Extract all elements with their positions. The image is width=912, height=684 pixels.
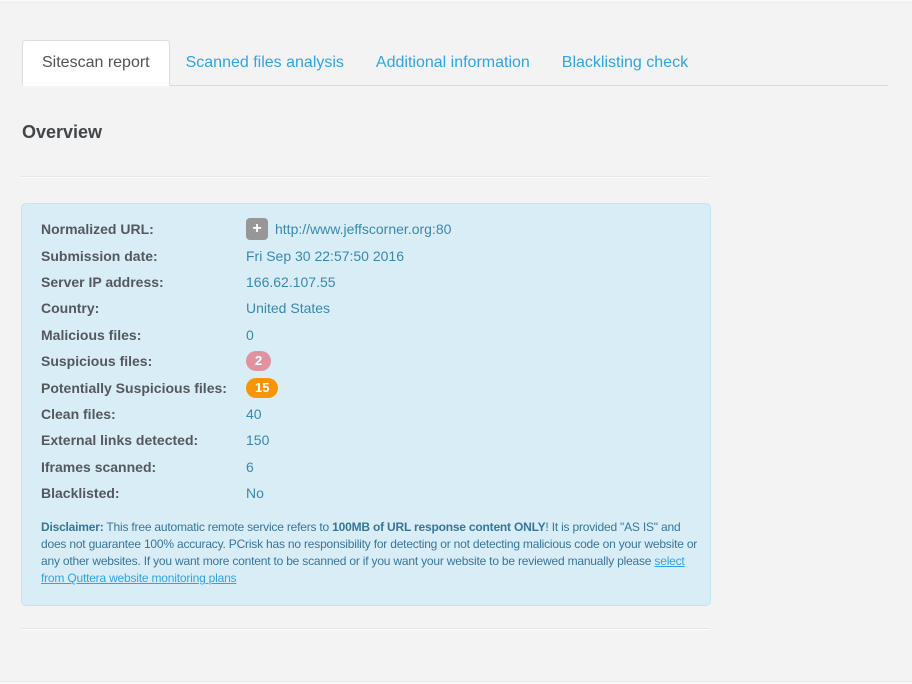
row-country: Country: United States	[41, 295, 691, 321]
row-value: 2	[246, 351, 272, 372]
bottom-divider	[21, 628, 710, 631]
row-label: Server IP address:	[41, 273, 164, 290]
overview-info-box: Normalized URL: + http://www.jeffscorner…	[21, 203, 711, 607]
row-iframes-scanned: Iframes scanned: 6	[41, 454, 691, 480]
disclaimer-part-2: ! It is provided "AS IS" and does not gu…	[41, 520, 698, 569]
row-label: Clean files:	[41, 405, 116, 422]
row-label: Submission date:	[41, 247, 158, 264]
row-value: 0	[246, 326, 254, 343]
row-suspicious-files: Suspicious files: 2	[41, 348, 691, 374]
row-label: Blacklisted:	[41, 485, 120, 502]
row-label: Potentially Suspicious files:	[41, 379, 227, 396]
section-divider	[21, 176, 710, 178]
row-value: 40	[246, 405, 262, 422]
expand-url-button[interactable]: +	[246, 218, 268, 241]
row-label: Malicious files:	[41, 326, 142, 343]
disclaimer-bold-phrase: 100MB of URL response content ONLY	[332, 520, 546, 535]
plus-icon: +	[252, 220, 262, 238]
tab-additional-information[interactable]: Additional information	[375, 54, 530, 71]
row-value: United States	[246, 300, 331, 317]
tab-sitescan-report[interactable]: Sitescan report	[22, 40, 170, 86]
tab-scanned-files-analysis[interactable]: Scanned files analysis	[185, 54, 344, 71]
row-submission-date: Submission date: Fri Sep 30 22:57:50 201…	[41, 242, 691, 268]
tab-list: Sitescan report Scanned files analysis A…	[22, 40, 888, 86]
row-blacklisted: Blacklisted: No	[41, 480, 691, 506]
row-potentially-suspicious-files: Potentially Suspicious files: 15	[41, 374, 691, 400]
row-value: No	[246, 485, 264, 502]
disclaimer-text: Disclaimer: This free automatic remote s…	[41, 519, 703, 587]
page-bottom-edge	[0, 681, 912, 684]
row-label: External links detected:	[41, 432, 199, 449]
row-label: Normalized URL:	[41, 221, 154, 238]
row-value: Fri Sep 30 22:57:50 2016	[246, 247, 405, 264]
row-label: Iframes scanned:	[41, 458, 157, 475]
row-external-links: External links detected: 150	[41, 427, 691, 453]
tab-bar: Sitescan report Scanned files analysis A…	[22, 40, 888, 86]
suspicious-files-badge: 2	[246, 351, 272, 372]
row-malicious-files: Malicious files: 0	[41, 322, 691, 348]
row-value: 166.62.107.55	[246, 273, 336, 290]
row-label: Suspicious files:	[41, 353, 153, 370]
row-normalized-url: Normalized URL: + http://www.jeffscorner…	[41, 216, 691, 242]
row-value: 150	[246, 432, 270, 449]
row-value: + http://www.jeffscorner.org:80	[246, 218, 452, 241]
disclaimer-label: Disclaimer:	[41, 520, 104, 535]
row-server-ip: Server IP address: 166.62.107.55	[41, 269, 691, 295]
normalized-url-text: http://www.jeffscorner.org:80	[275, 221, 452, 238]
tab-blacklisting-check[interactable]: Blacklisting check	[561, 54, 689, 71]
top-divider	[0, 0, 912, 3]
row-clean-files: Clean files: 40	[41, 401, 691, 427]
page-title: Overview	[22, 122, 103, 142]
row-value: 15	[246, 377, 279, 398]
potentially-suspicious-files-badge: 15	[246, 377, 279, 398]
row-label: Country:	[41, 300, 100, 317]
disclaimer-part-1: This free automatic remote service refer…	[103, 520, 333, 535]
row-value: 6	[246, 458, 254, 475]
quttera-monitoring-plans-link[interactable]: select from Quttera website monitoring p…	[41, 554, 685, 586]
